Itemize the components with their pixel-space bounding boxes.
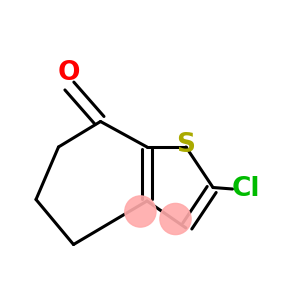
Text: O: O (57, 61, 80, 86)
Circle shape (125, 196, 156, 227)
Circle shape (160, 203, 191, 235)
Text: S: S (176, 132, 196, 158)
Text: Cl: Cl (232, 176, 260, 202)
